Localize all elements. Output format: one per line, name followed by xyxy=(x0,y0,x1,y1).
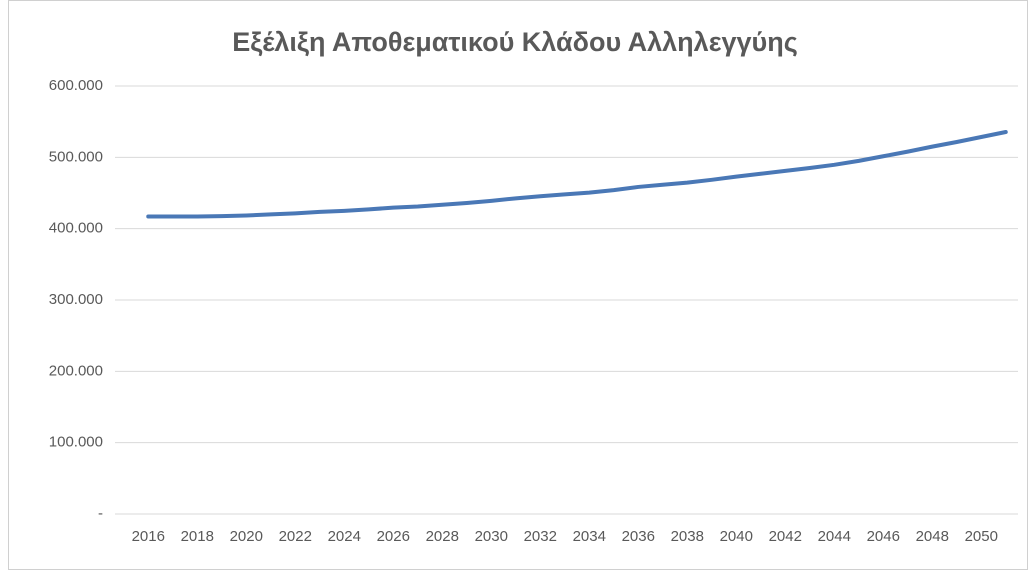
x-tick-label: 2050 xyxy=(965,528,998,545)
data-line xyxy=(146,130,1008,219)
y-tick-label: 300.000 xyxy=(49,291,103,308)
x-tick-label: 2046 xyxy=(867,528,900,545)
x-tick-label: 2040 xyxy=(720,528,753,545)
x-tick-label: 2034 xyxy=(573,528,606,545)
y-tick-label: 500.000 xyxy=(49,148,103,165)
x-tick-label: 2032 xyxy=(524,528,557,545)
x-tick-label: 2020 xyxy=(230,528,263,545)
y-tick-label: 600.000 xyxy=(49,77,103,94)
chart-title: Εξέλιξη Αποθεματικού Κλάδου Αλληλεγγύης xyxy=(232,27,798,57)
y-tick-label: 200.000 xyxy=(49,362,103,379)
x-tick-label: 2038 xyxy=(671,528,704,545)
x-tick-label: 2016 xyxy=(132,528,165,545)
y-tick-label: - xyxy=(98,505,103,522)
x-tick-label: 2030 xyxy=(475,528,508,545)
x-tick-label: 2024 xyxy=(328,528,361,545)
x-tick-label: 2036 xyxy=(622,528,655,545)
x-tick-label: 2048 xyxy=(916,528,949,545)
x-tick-label: 2018 xyxy=(181,528,214,545)
x-tick-label: 2022 xyxy=(279,528,312,545)
x-tick-label: 2026 xyxy=(377,528,410,545)
x-tick-label: 2044 xyxy=(818,528,851,545)
y-tick-label: 400.000 xyxy=(49,220,103,237)
x-tick-label: 2028 xyxy=(426,528,459,545)
x-tick-label: 2042 xyxy=(769,528,802,545)
y-tick-label: 100.000 xyxy=(49,434,103,451)
chart-frame xyxy=(8,0,1028,570)
